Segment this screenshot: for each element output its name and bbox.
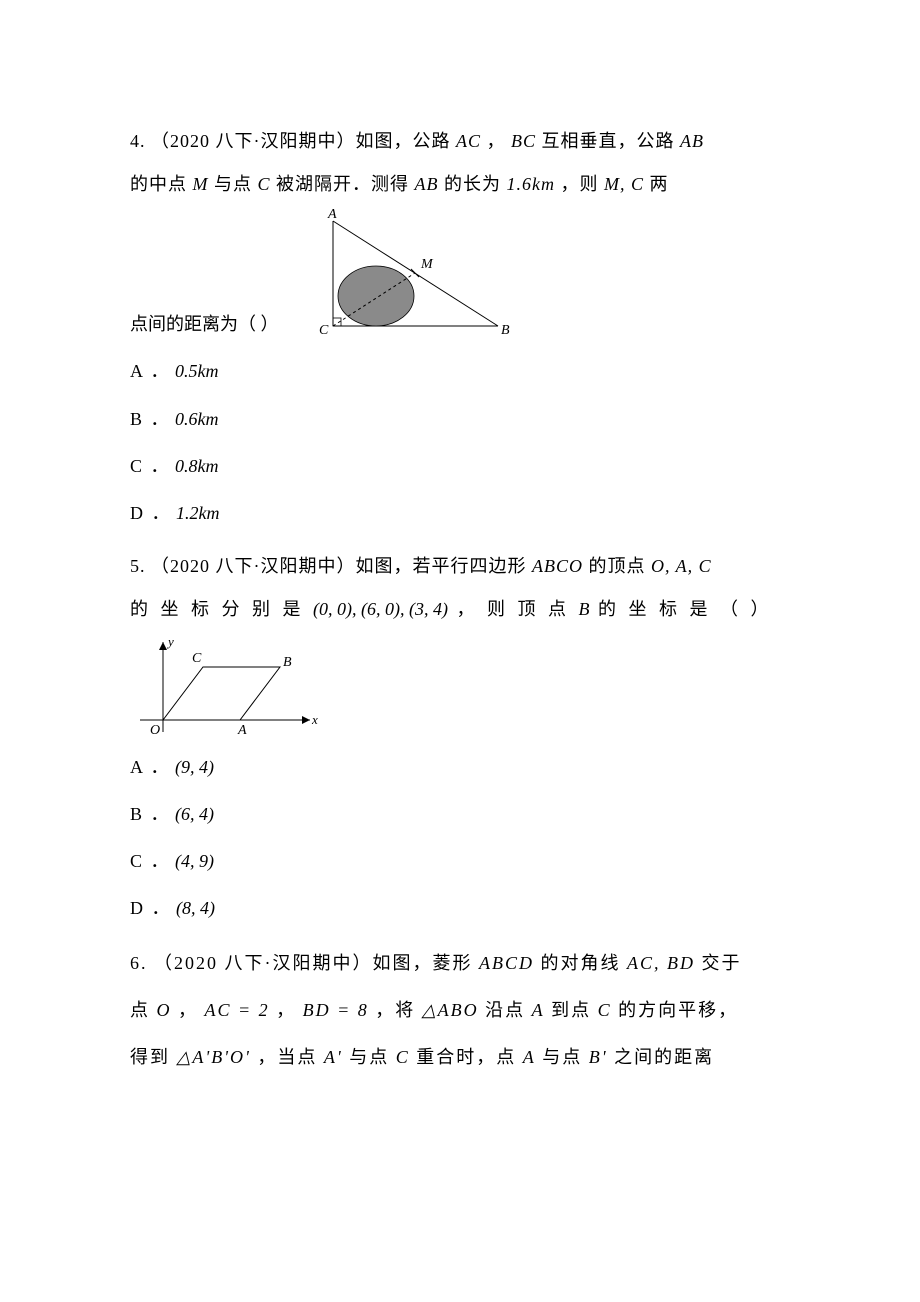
var-C: C <box>598 1000 612 1020</box>
var-Bp: B' <box>589 1047 608 1067</box>
var-ABCD: ABCD <box>479 953 534 973</box>
fig-C: C <box>319 323 329 338</box>
q4-option-B: B ． 0.6km <box>130 398 810 441</box>
q5-option-C: C ． (4, 9) <box>130 840 810 883</box>
q5-stem-line2: 的 坐 标 分 别 是 (0, 0), (6, 0), (3, 4) ， 则 顶… <box>130 588 810 631</box>
fig-M: M <box>420 257 434 272</box>
var-AC: AC <box>456 131 481 151</box>
var-A: A <box>532 1000 545 1020</box>
var-MC: M, C <box>604 174 644 194</box>
svg-text:x: x <box>311 712 318 727</box>
var-M: M <box>193 174 209 194</box>
fig-A: A <box>327 207 337 222</box>
var-ABCO: ABCO <box>532 556 583 576</box>
val-1.6km: 1.6km <box>507 174 556 194</box>
q5-option-B: B ． (6, 4) <box>130 793 810 836</box>
q5-coords: (0, 0), (6, 0), (3, 4) <box>313 599 448 619</box>
q6-stem-line2: 点 O ， AC = 2 ， BD = 8 ，将 △ABO 沿点 A 到点 C … <box>130 987 810 1034</box>
q4-number: 4. <box>130 131 146 151</box>
var-O: O <box>157 1000 172 1020</box>
svg-text:y: y <box>166 634 174 649</box>
q4-stem-tail: 点间的距离为（ ） <box>130 314 279 334</box>
svg-text:B: B <box>283 655 292 670</box>
q6-source: （2020 八下·汉阳期中） <box>154 953 373 973</box>
var-AB2: AB <box>415 174 439 194</box>
tri-ABOp: △A'B'O' <box>177 1047 251 1067</box>
q6-stem-line3: 得到 △A'B'O' ，当点 A' 与点 C 重合时，点 A 与点 B' 之间的… <box>130 1034 810 1081</box>
q5-number: 5. <box>130 556 146 576</box>
q4-option-D: D ． 1.2km <box>130 492 810 535</box>
tri-ABO: △ABO <box>422 1000 479 1020</box>
question-6: 6. （2020 八下·汉阳期中）如图，菱形 ABCD 的对角线 AC, BD … <box>130 940 810 1080</box>
q4-stem-line1: 4. （2020 八下·汉阳期中）如图，公路 AC ， BC 互相垂直，公路 A… <box>130 120 810 163</box>
q5-source: （2020 八下·汉阳期中） <box>151 556 356 576</box>
q5-stem-line1: 5. （2020 八下·汉阳期中）如图，若平行四边形 ABCO 的顶点 O, A… <box>130 545 810 588</box>
q4-figure-line: 点间的距离为（ ） A B <box>130 206 810 346</box>
svg-text:O: O <box>150 723 160 738</box>
q5-option-D: D ． (8, 4) <box>130 887 810 930</box>
svg-text:A: A <box>237 723 247 738</box>
var-A2: A <box>523 1047 536 1067</box>
var-BC: BC <box>511 131 536 151</box>
var-C2: C <box>396 1047 410 1067</box>
eq-AC: AC = 2 <box>205 1000 270 1020</box>
question-4: 4. （2020 八下·汉阳期中）如图，公路 AC ， BC 互相垂直，公路 A… <box>130 120 810 535</box>
q4-option-A: A ． 0.5km <box>130 350 810 393</box>
eq-BD: BD = 8 <box>303 1000 369 1020</box>
q5-option-A: A ． (9, 4) <box>130 746 810 789</box>
var-ACBD: AC, BD <box>627 953 695 973</box>
q4-source: （2020 八下·汉阳期中） <box>151 131 356 151</box>
q6-stem-line1: 6. （2020 八下·汉阳期中）如图，菱形 ABCD 的对角线 AC, BD … <box>130 940 810 987</box>
q6-number: 6. <box>130 953 148 973</box>
var-AB: AB <box>680 131 704 151</box>
fig-B: B <box>501 323 510 338</box>
var-C: C <box>258 174 271 194</box>
var-OAC: O, A, C <box>651 556 712 576</box>
q4-stem-line2: 的中点 M 与点 C 被湖隔开．测得 AB 的长为 1.6km ，则 M, C … <box>130 163 810 206</box>
var-B: B <box>578 599 589 619</box>
svg-text:C: C <box>192 651 202 666</box>
var-Ap: A' <box>324 1047 343 1067</box>
q4-figure: A B C M <box>313 206 513 346</box>
question-5: 5. （2020 八下·汉阳期中）如图，若平行四边形 ABCO 的顶点 O, A… <box>130 545 810 930</box>
q5-figure: O A B C x y <box>130 632 810 742</box>
q4-option-C: C ． 0.8km <box>130 445 810 488</box>
